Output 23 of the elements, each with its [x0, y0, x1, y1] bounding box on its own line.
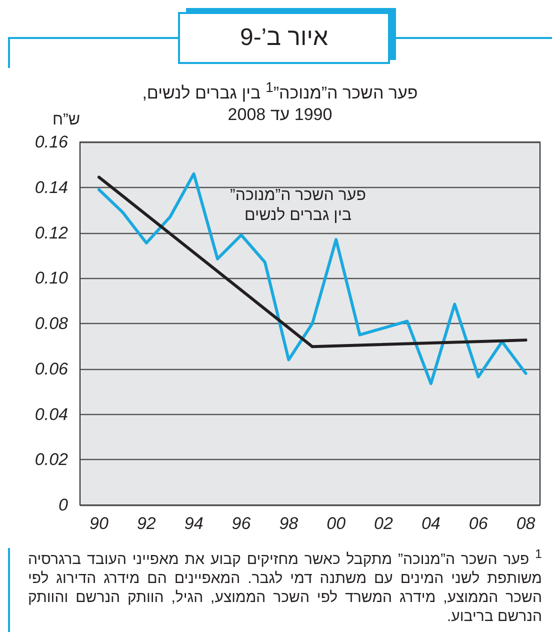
x-tick-label: 94	[184, 514, 204, 533]
chart-title: איור ב’-9	[178, 12, 390, 64]
x-tick-label: 02	[374, 514, 394, 533]
x-tick-label: 06	[468, 514, 488, 533]
x-tick-label: 92	[136, 514, 156, 533]
series-label: פער השכר ה”מנוכה” בין גברים לנשים	[229, 186, 367, 226]
x-tick-label: 08	[516, 514, 536, 533]
y-tick-label: 0.12	[34, 223, 69, 242]
x-tick-label: 96	[232, 514, 252, 533]
y-tick-label: 0.14	[34, 178, 68, 197]
y-tick-label: 0.04	[34, 404, 68, 424]
y-tick-label: 0.10	[34, 268, 69, 288]
y-tick-label: 0.16	[34, 132, 69, 152]
x-tick-label: 04	[421, 514, 440, 533]
y-tick-label: 0.08	[34, 314, 69, 333]
x-tick-label: 00	[326, 514, 346, 533]
line-series	[97, 172, 528, 386]
x-tick-label: 90	[90, 514, 109, 533]
y-tick-label: 0.06	[34, 359, 69, 378]
y-axis-title: ש”ח	[52, 112, 80, 128]
y-tick-label: 0	[58, 496, 69, 514]
y-tick-label: 0.02	[34, 450, 69, 470]
x-tick-label: 98	[279, 514, 299, 533]
